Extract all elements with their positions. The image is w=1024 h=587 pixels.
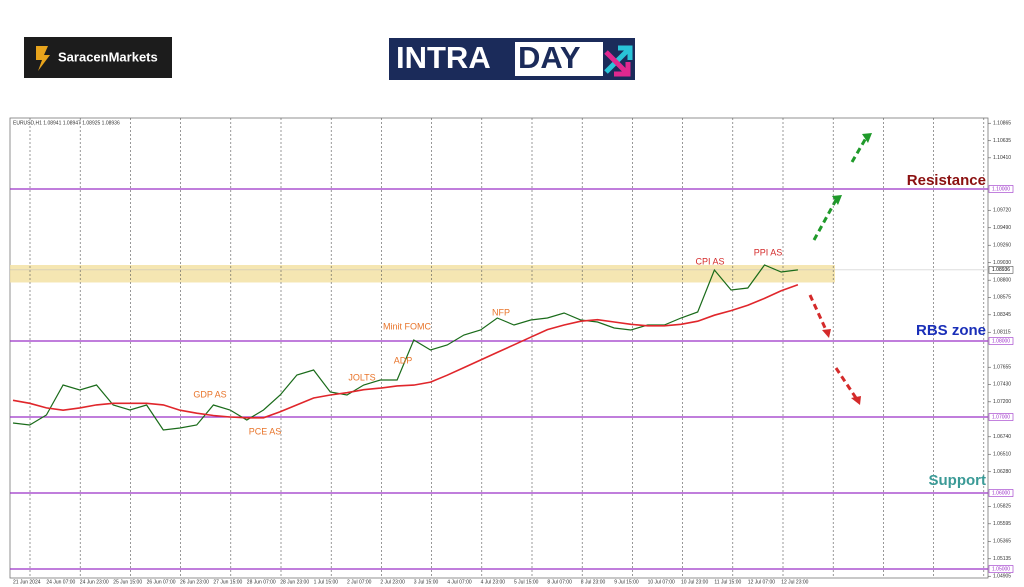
event-annotation: Minit FOMC [383, 321, 431, 331]
event-annotation: CPI AS [695, 256, 724, 266]
x-tick-label: 9 Jul 15:00 [614, 579, 639, 585]
level-label-bg [988, 565, 1014, 573]
event-annotation: NFP [492, 307, 510, 317]
level-label-bg [988, 185, 1014, 193]
zone-label: RBS zone [916, 322, 986, 339]
y-tick-label: 1.05365 [993, 539, 1011, 545]
y-tick-label: 1.10865 [993, 121, 1011, 127]
y-tick-label: 1.08345 [993, 312, 1011, 318]
x-tick-label: 12 Jul 23:00 [781, 579, 808, 585]
arrowhead [832, 195, 842, 205]
y-tick-label: 1.07200 [993, 399, 1011, 405]
y-tick-label: 1.04905 [993, 574, 1011, 580]
event-annotation: PPI AS [754, 247, 783, 257]
arrow-up-2 [850, 137, 868, 163]
x-tick-label: 28 Jun 23:00 [280, 579, 309, 585]
x-tick-label: 2 Jul 23:00 [380, 579, 405, 585]
y-tick-label: 1.07430 [993, 382, 1011, 388]
intraday-day-text: DAY [518, 40, 581, 75]
x-tick-label: 27 Jun 15:00 [213, 579, 242, 585]
arrowhead [822, 329, 831, 338]
saracen-logo-text: SaracenMarkets [58, 49, 158, 64]
y-tick-label: 1.09490 [993, 225, 1011, 231]
event-annotation: JOLTS [348, 372, 375, 382]
y-tick-label: 1.08575 [993, 295, 1011, 301]
arrowhead [862, 133, 872, 143]
y-tick-label: 1.10635 [993, 138, 1011, 144]
event-annotation: PCE AS [249, 426, 282, 436]
x-tick-label: 3 Jul 15:00 [414, 579, 439, 585]
price-line [12, 264, 798, 431]
intraday-text: INTRA [396, 40, 491, 75]
saracen-logo-bg [24, 37, 172, 78]
y-tick-label: 1.10410 [993, 155, 1011, 161]
arrow-down-2 [834, 367, 858, 399]
x-tick-label: 24 Jun 23:00 [80, 579, 109, 585]
level-label-bg [988, 489, 1014, 497]
level-label: 1.10000 [992, 186, 1010, 192]
x-tick-label: 24 Jun 07:00 [46, 579, 75, 585]
x-tick-label: 25 Jun 15:00 [113, 579, 142, 585]
x-tick-label: 5 Jul 15:00 [514, 579, 539, 585]
intraday-arrow-down [604, 50, 631, 77]
arrow-down-1 [808, 294, 828, 331]
chart-header: EURUSD,H1 1.08941 1.08947 1.08925 1.0893… [13, 120, 120, 126]
level-label: 1.07000 [992, 414, 1010, 420]
y-tick-label: 1.06740 [993, 434, 1011, 440]
y-tick-label: 1.06280 [993, 469, 1011, 475]
x-tick-label: 12 Jul 07:00 [748, 579, 775, 585]
intraday-day-bg [515, 42, 603, 76]
level-label-bg [988, 413, 1014, 421]
level-label: 1.05000 [992, 566, 1010, 572]
x-tick-label: 28 Jun 07:00 [247, 579, 276, 585]
rbs-zone [10, 264, 835, 283]
zone-label: Support [929, 472, 987, 489]
arrowhead [851, 396, 861, 405]
level-label: 1.08000 [992, 338, 1010, 344]
y-tick-label: 1.05595 [993, 521, 1011, 527]
y-tick-label: 1.09260 [993, 243, 1011, 249]
moving-average [12, 284, 799, 419]
zone-label: Resistance [907, 172, 986, 189]
y-tick-label: 1.05135 [993, 556, 1011, 562]
x-tick-label: 1 Jul 15:00 [314, 579, 339, 585]
scenario-arrows [808, 137, 868, 399]
y-tick-label: 1.07655 [993, 365, 1011, 371]
x-tick-label: 21 Jun 2024 [13, 579, 41, 585]
x-tick-label: 26 Jun 07:00 [147, 579, 176, 585]
x-tick-label: 11 Jul 15:00 [714, 579, 741, 585]
level-label-bg [988, 337, 1014, 345]
y-tick-label: 1.09720 [993, 208, 1011, 214]
current-price-label: 1.08936 [992, 267, 1010, 273]
y-tick-label: 1.08800 [993, 278, 1011, 284]
x-tick-label: 10 Jul 07:00 [648, 579, 675, 585]
y-tick-label: 1.05825 [993, 504, 1011, 510]
saracen-icon [36, 46, 50, 71]
y-tick-label: 1.06510 [993, 452, 1011, 458]
x-tick-label: 8 Jul 23:00 [581, 579, 606, 585]
x-tick-label: 26 Jun 23:00 [180, 579, 209, 585]
x-tick-label: 10 Jul 23:00 [681, 579, 708, 585]
x-tick-label: 4 Jul 23:00 [481, 579, 506, 585]
event-annotation: GDP AS [193, 389, 226, 399]
y-tick-label: 1.08115 [993, 330, 1011, 336]
current-price-bg [988, 266, 1014, 274]
event-annotation: ADP [394, 355, 413, 365]
y-tick-label: 1.09030 [993, 260, 1011, 266]
x-tick-label: 2 Jul 07:00 [347, 579, 372, 585]
x-tick-label: 4 Jul 07:00 [447, 579, 472, 585]
plot-frame [9, 117, 989, 579]
level-label: 1.06000 [992, 490, 1010, 496]
arrow-up-1 [812, 199, 838, 241]
x-tick-label: 8 Jul 07:00 [547, 579, 572, 585]
